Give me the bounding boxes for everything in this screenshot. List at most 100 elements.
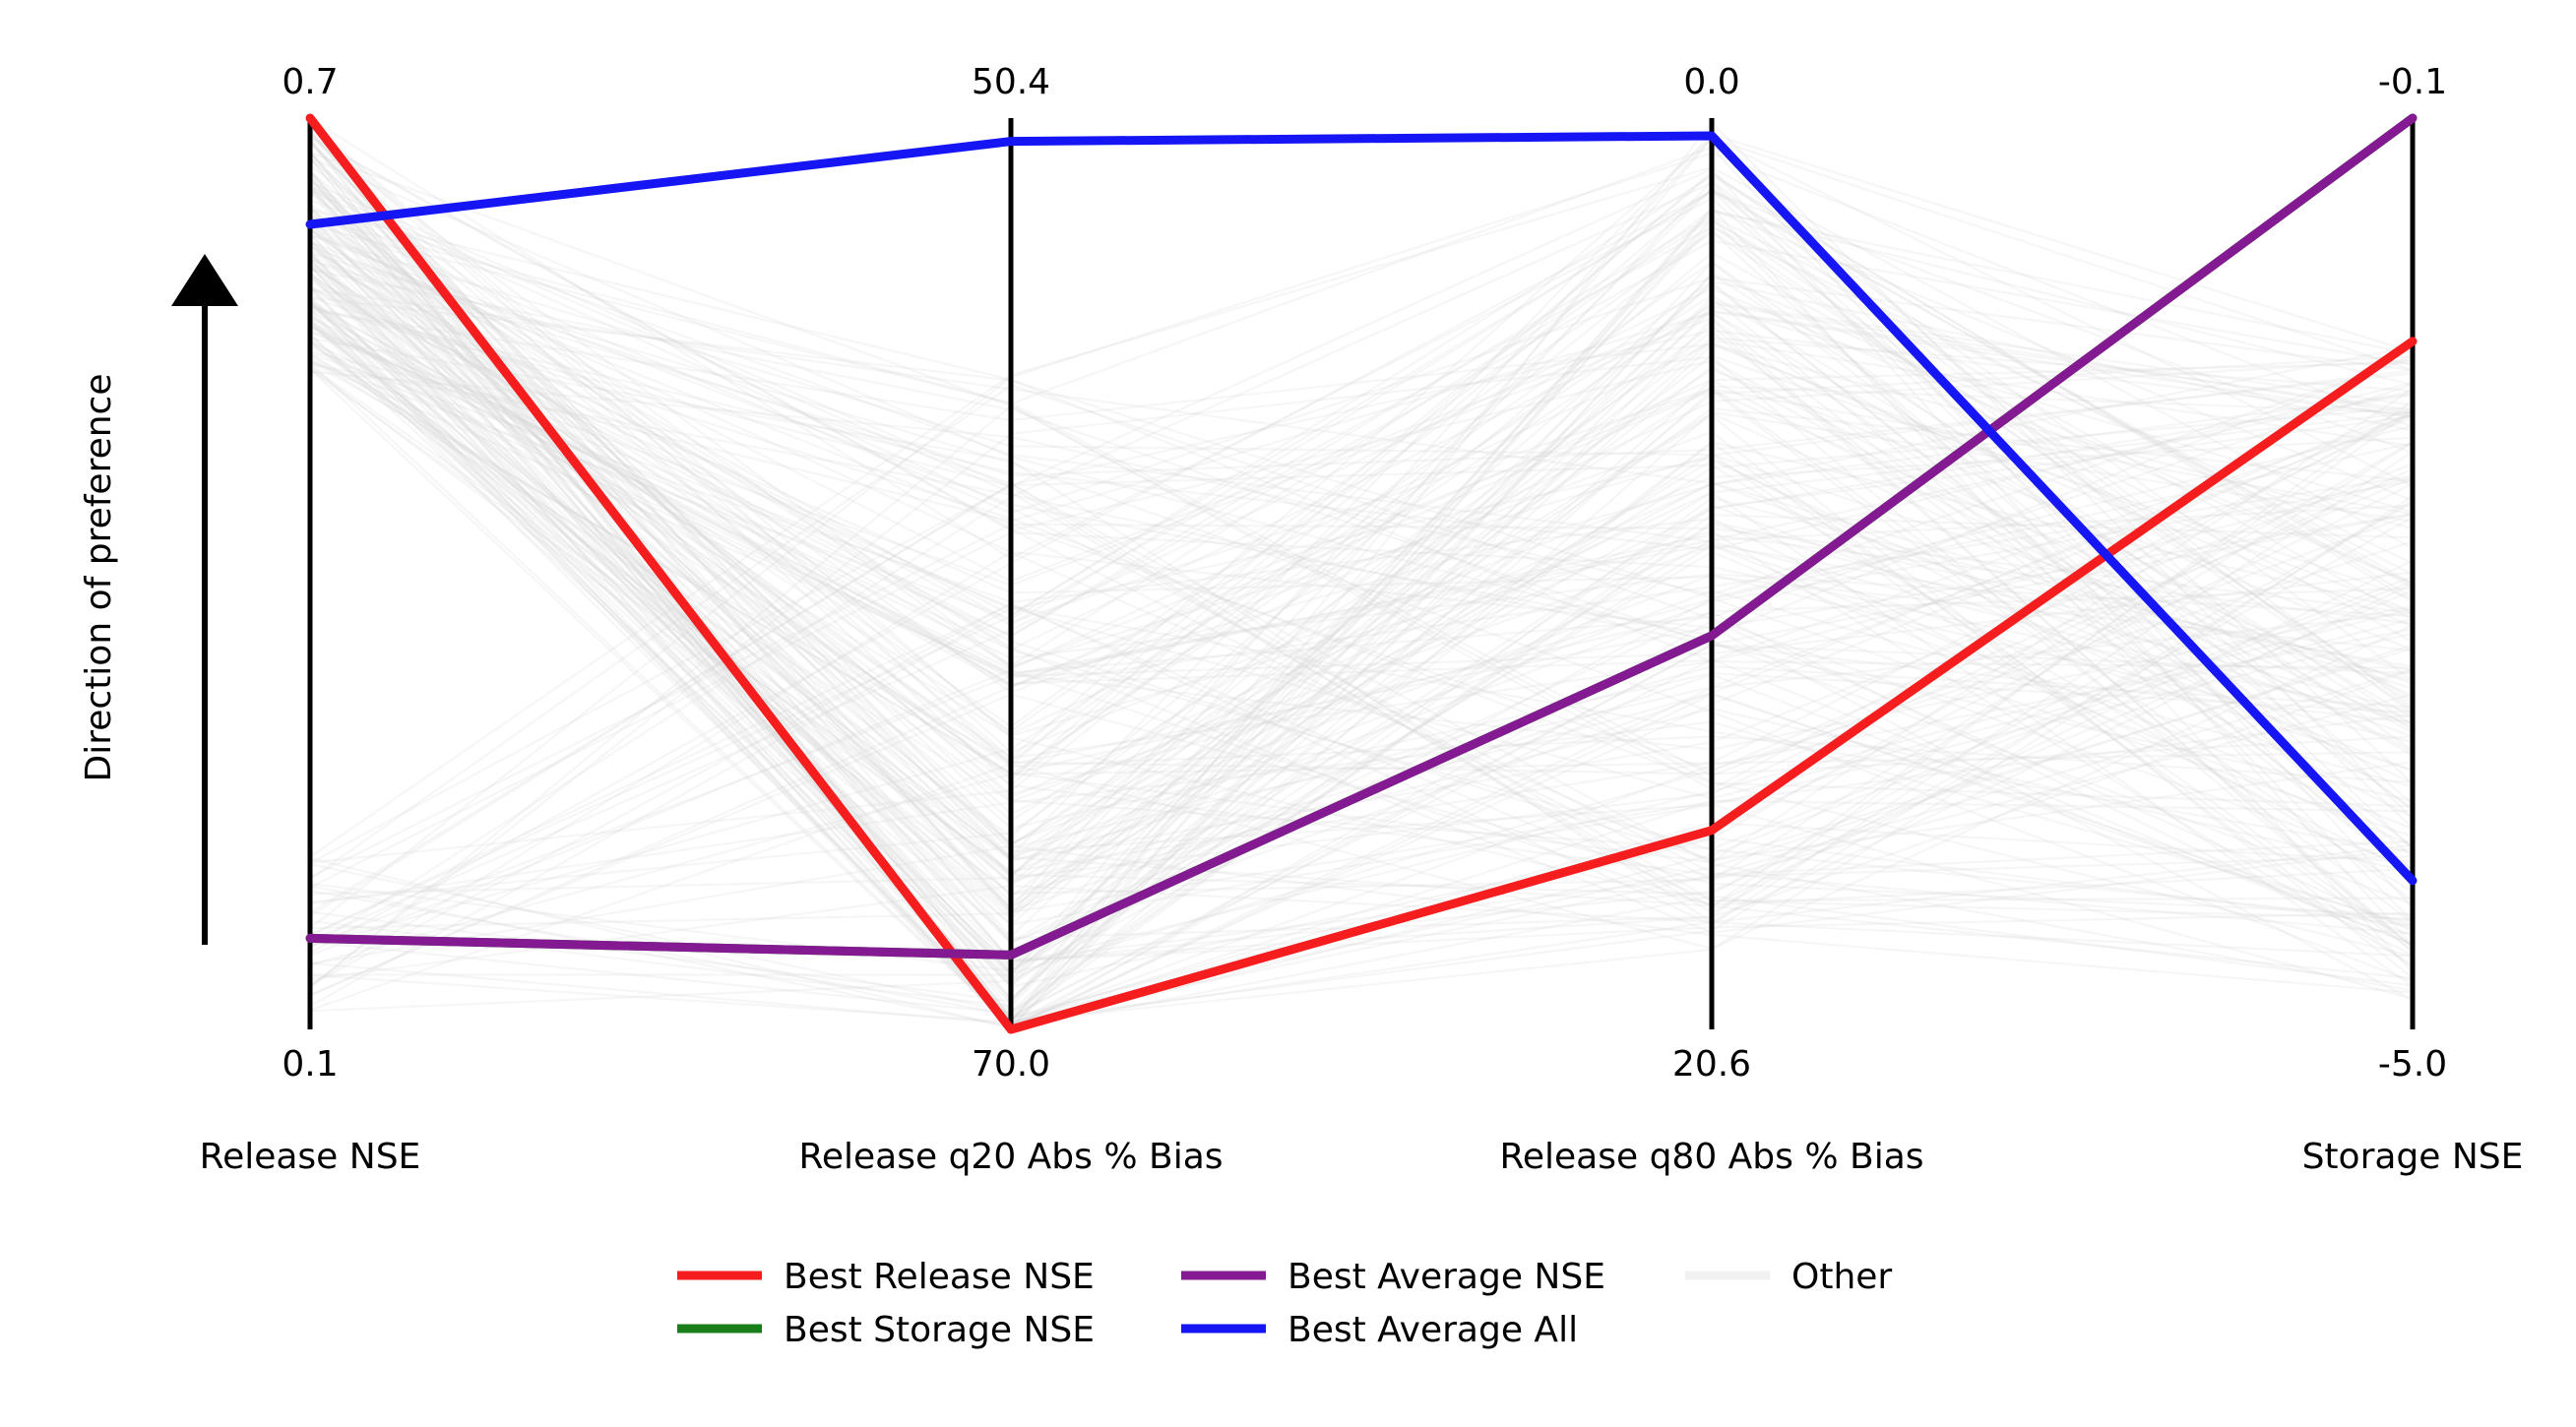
other-line <box>309 233 2414 637</box>
other-line <box>309 273 2414 778</box>
direction-arrow-head-icon <box>171 254 238 306</box>
other-line <box>309 151 2414 958</box>
other-line <box>309 199 2414 724</box>
other-line <box>309 606 2414 1008</box>
other-line <box>309 523 2414 879</box>
other-line <box>309 207 2414 846</box>
other-line <box>309 265 2414 1025</box>
legend-label-best-average-nse: Best Average NSE <box>1288 1257 1605 1297</box>
other-line <box>309 559 2414 957</box>
other-line <box>309 360 2414 776</box>
other-line <box>309 265 2414 687</box>
other-line <box>309 363 2414 724</box>
other-line <box>309 164 2414 670</box>
axis-labels-group: 0.7 0.1 Release NSE 50.4 70.0 Release q20 Abs… <box>200 62 2524 1177</box>
other-line <box>309 239 2414 637</box>
other-line <box>309 309 2414 751</box>
other-line <box>309 302 2414 952</box>
other-line <box>309 169 2414 781</box>
other-line <box>309 287 2414 819</box>
other-line <box>309 450 2414 987</box>
other-line <box>309 215 2414 981</box>
other-line <box>309 246 2414 902</box>
other-line <box>309 185 2414 908</box>
other-line <box>309 218 2414 1005</box>
other-line <box>309 366 2414 895</box>
axis-top-label-1: 0.7 <box>282 62 338 102</box>
other-line <box>309 168 2414 1001</box>
other-line <box>309 628 2414 1025</box>
other-line <box>309 287 2414 738</box>
other-line <box>309 217 2414 777</box>
other-line <box>309 146 2414 909</box>
other-line <box>309 352 2414 776</box>
other-line <box>309 167 2414 947</box>
other-line <box>309 203 2414 934</box>
other-line <box>309 251 2414 838</box>
other-line <box>309 305 2414 551</box>
other-line <box>309 175 2414 1022</box>
other-line <box>309 131 2414 878</box>
other-line <box>309 353 2414 864</box>
other-line <box>309 274 2414 988</box>
other-line <box>309 345 2414 677</box>
other-line <box>309 357 2414 596</box>
other-line <box>309 206 2414 796</box>
other-line <box>309 240 2414 667</box>
other-line <box>309 404 2414 989</box>
other-line <box>309 311 2414 810</box>
other-line <box>309 309 2414 530</box>
other-line <box>309 184 2414 969</box>
other-line <box>309 264 2414 845</box>
other-line <box>309 230 2414 864</box>
other-line <box>309 209 2414 949</box>
other-line <box>309 152 2414 930</box>
other-line <box>309 189 2414 935</box>
other-line <box>309 324 2414 922</box>
other-line <box>309 318 2414 1028</box>
other-line <box>309 243 2414 951</box>
other-line <box>309 239 2414 887</box>
axis-top-label-2: 50.4 <box>972 62 1050 102</box>
other-line <box>309 136 2414 734</box>
other-line <box>309 185 2414 1029</box>
other-line <box>309 304 2414 860</box>
other-line <box>309 273 2414 760</box>
legend-label-best-average-all: Best Average All <box>1288 1310 1578 1350</box>
series-line-best-average-all <box>305 131 2418 886</box>
other-line <box>309 257 2414 1020</box>
other-line <box>309 257 2414 984</box>
other-line <box>309 141 2414 863</box>
other-line <box>309 597 2414 1013</box>
other-line <box>309 136 2414 760</box>
other-line <box>309 330 2414 903</box>
other-line <box>309 512 2414 986</box>
other-line <box>309 259 2414 477</box>
other-line <box>309 186 2414 904</box>
other-line <box>309 285 2414 1030</box>
other-line <box>309 137 2414 976</box>
other-line <box>309 208 2414 663</box>
other-line <box>309 324 2414 896</box>
other-line <box>309 341 2414 674</box>
axis-top-label-4: -0.1 <box>2378 62 2447 102</box>
other-line <box>309 272 2414 1024</box>
other-line <box>309 179 2414 930</box>
other-line <box>309 359 2414 676</box>
other-line <box>309 133 2414 876</box>
other-line <box>309 253 2414 980</box>
other-line <box>309 272 2414 969</box>
other-line <box>309 136 2414 909</box>
axis-name-3: Release q80 Abs % Bias <box>1499 1137 1923 1177</box>
other-line <box>309 156 2414 1018</box>
legend-label-best-release-nse: Best Release NSE <box>784 1257 1095 1297</box>
other-line <box>309 482 2414 992</box>
other-line <box>309 121 2414 906</box>
other-line <box>309 229 2414 874</box>
other-line <box>309 625 2414 1012</box>
other-line <box>309 174 2414 937</box>
other-line <box>309 602 2414 937</box>
other-line <box>309 368 2414 1027</box>
axis-name-2: Release q20 Abs % Bias <box>798 1137 1223 1177</box>
